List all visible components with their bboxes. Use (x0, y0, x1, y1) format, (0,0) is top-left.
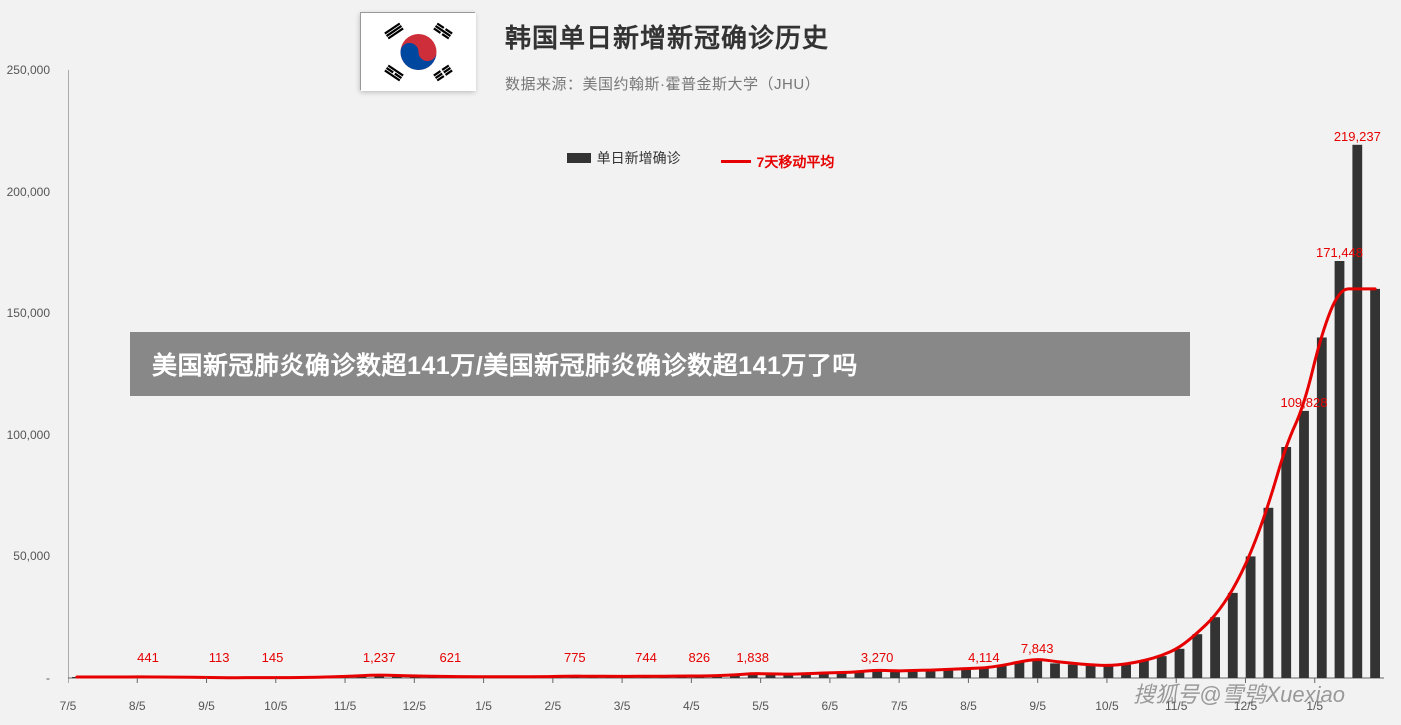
y-tick-label: 250,000 (7, 63, 50, 77)
data-annotation: 4,114 (968, 650, 1000, 665)
data-annotation: 219,237 (1334, 129, 1381, 144)
x-tick-label: 9/5 (1029, 699, 1046, 713)
data-annotation: 113 (209, 650, 230, 665)
data-annotation: 826 (688, 650, 710, 665)
x-tick-label: 2/5 (544, 699, 561, 713)
data-annotation: 1,237 (363, 650, 396, 665)
data-annotation: 441 (137, 650, 159, 665)
x-tick-label: 10/5 (1095, 699, 1118, 713)
data-annotation: 3,270 (861, 650, 894, 665)
overlay-banner-text: 美国新冠肺炎确诊数超141万/美国新冠肺炎确诊数超141万了吗 (152, 346, 1168, 382)
data-annotation: 7,843 (1021, 641, 1054, 656)
y-tick-label: 100,000 (7, 428, 50, 442)
x-tick-label: 4/5 (683, 699, 700, 713)
data-annotation: 145 (262, 650, 284, 665)
x-tick-label: 9/5 (198, 699, 215, 713)
data-annotation: 744 (635, 650, 657, 665)
overlay-banner: 美国新冠肺炎确诊数超141万/美国新冠肺炎确诊数超141万了吗 (130, 332, 1190, 396)
x-tick-label: 12/5 (403, 699, 426, 713)
x-tick-label: 11/5 (334, 699, 356, 713)
x-tick-label: 1/5 (475, 699, 492, 713)
x-tick-label: 3/5 (614, 699, 631, 713)
x-tick-label: 7/5 (891, 699, 908, 713)
y-tick-label: 200,000 (7, 185, 50, 199)
y-tick-label: 150,000 (7, 306, 50, 320)
x-tick-label: 5/5 (752, 699, 769, 713)
x-tick-label: 10/5 (264, 699, 287, 713)
y-axis-labels: -50,000100,000150,000200,000250,000 (0, 70, 60, 700)
data-annotation: 171,448 (1316, 245, 1363, 260)
x-tick-label: 7/5 (60, 699, 77, 713)
x-tick-label: 6/5 (822, 699, 839, 713)
x-tick-label: 8/5 (960, 699, 977, 713)
data-annotation: 621 (439, 650, 461, 665)
data-annotation: 1,838 (736, 650, 769, 665)
watermark-text: 搜狐号@雪鸮Xuexiao (1133, 677, 1345, 709)
data-annotation: 775 (564, 650, 586, 665)
y-tick-label: 50,000 (13, 549, 50, 563)
data-annotation: 109,828 (1280, 395, 1327, 410)
chart-title: 韩国单日新增新冠确诊历史 (505, 18, 1040, 55)
y-tick-label: - (46, 671, 50, 685)
x-tick-label: 8/5 (129, 699, 146, 713)
